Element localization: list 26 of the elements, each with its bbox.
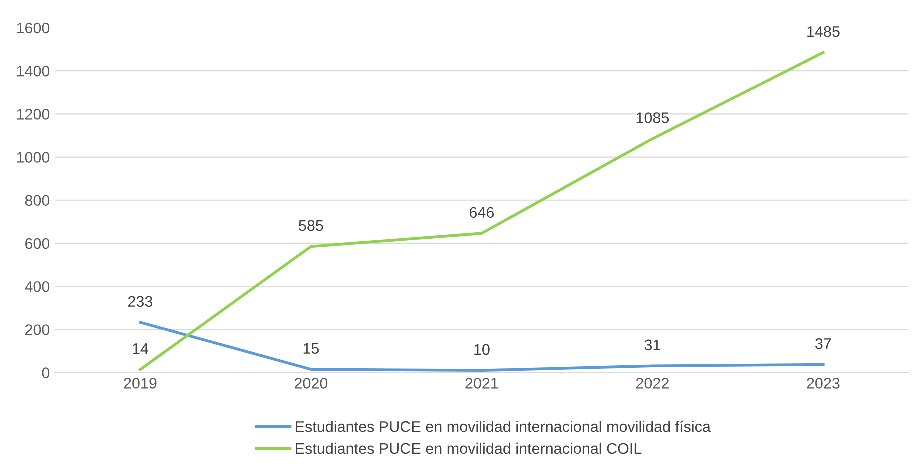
y-tick-label: 0: [42, 368, 50, 378]
y-tick-label: 1200: [17, 109, 50, 120]
legend-label: Estudiantes PUCE en movilidad internacional COIL: [296, 442, 642, 454]
data-label: 1085: [636, 112, 670, 124]
data-label: 1485: [808, 26, 840, 38]
y-tick-label: 1400: [17, 66, 50, 77]
y-tick-label: 600: [26, 238, 50, 250]
y-tick-label: 1000: [17, 152, 50, 163]
data-label: 585: [299, 220, 324, 232]
data-label: 10: [474, 344, 490, 356]
data-label: 37: [816, 338, 832, 350]
data-label: 233: [128, 296, 153, 308]
x-tick-label: 2022: [636, 378, 669, 389]
data-label: 15: [304, 343, 320, 354]
y-tick-label: 1600: [17, 22, 50, 34]
data-label: 31: [644, 340, 660, 351]
x-tick-label: 2021: [466, 378, 498, 389]
y-tick-label: 200: [26, 324, 50, 336]
data-label: 14: [133, 344, 149, 354]
x-tick-label: 2019: [124, 378, 157, 389]
x-tick-label: 2020: [294, 378, 328, 389]
data-label: 646: [470, 207, 494, 218]
x-tick-label: 2023: [807, 378, 840, 389]
y-tick-label: 800: [25, 195, 50, 206]
y-tick-label: 400: [25, 281, 50, 292]
legend-label: Estudiantes PUCE en movilidad internacional movilidad física: [296, 420, 711, 432]
